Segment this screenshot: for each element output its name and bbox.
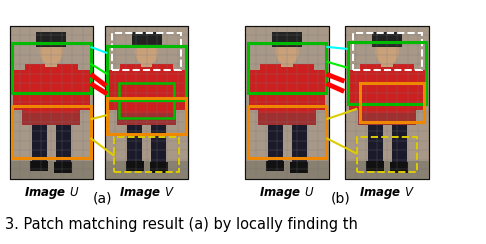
Text: Image $V$: Image $V$ [359,185,415,201]
Text: 3. Patch matching result (a) by locally finding th: 3. Patch matching result (a) by locally … [5,217,358,232]
Bar [118,110,176,125]
Bar [46,58,57,67]
Bar [290,162,308,173]
Bar [56,118,71,164]
Bar [151,118,166,164]
Bar [390,162,408,173]
Text: Image $U$: Image $U$ [24,185,79,201]
Bar [260,64,314,113]
Bar [292,118,307,164]
Bar [108,70,122,110]
Bar [361,64,414,113]
Bar [30,161,48,171]
Bar [358,110,416,125]
Text: (a): (a) [93,192,112,206]
Bar [266,161,284,171]
Ellipse shape [276,39,299,65]
Bar [249,70,262,110]
Ellipse shape [375,39,399,65]
Text: (b): (b) [331,192,350,206]
Bar [412,70,425,110]
Ellipse shape [135,39,158,65]
Bar [125,161,143,171]
Bar [120,64,173,113]
Bar [381,58,393,67]
Bar [258,110,316,125]
Bar [32,118,47,164]
Bar [312,70,326,110]
Bar [127,118,142,164]
Bar [245,26,329,179]
Bar [105,26,188,179]
Bar [245,26,329,179]
Bar [107,46,186,100]
Bar [12,43,90,93]
Bar [349,70,362,110]
Bar [132,32,161,47]
Bar [141,58,153,67]
Text: Image $V$: Image $V$ [119,185,174,201]
Bar [13,70,26,110]
Bar [22,110,81,125]
Bar [10,26,93,179]
Ellipse shape [40,39,63,65]
Bar [248,106,327,158]
Bar [272,32,302,47]
Bar [281,58,293,67]
Bar [367,118,382,164]
Bar [54,162,72,173]
Bar [119,82,174,118]
Bar [360,82,424,122]
Bar [346,26,429,179]
Bar [112,33,181,70]
Bar [105,26,188,179]
Bar [268,118,282,164]
Bar [357,137,417,172]
Bar [248,43,327,93]
Bar [392,118,407,164]
Bar [105,161,188,179]
Text: Image $U$: Image $U$ [260,185,315,201]
Bar [245,161,329,179]
Bar [346,161,429,179]
Bar [107,98,186,134]
Bar [10,26,93,179]
Bar [346,26,429,179]
Bar [25,64,78,113]
Bar [10,161,93,179]
Bar [352,33,422,70]
Bar [348,41,426,103]
Bar [372,32,402,47]
Bar [150,162,168,173]
Bar [12,106,90,158]
Bar [172,70,185,110]
Bar [366,161,384,171]
Bar [114,137,179,172]
Bar [76,70,89,110]
Bar [36,32,66,47]
